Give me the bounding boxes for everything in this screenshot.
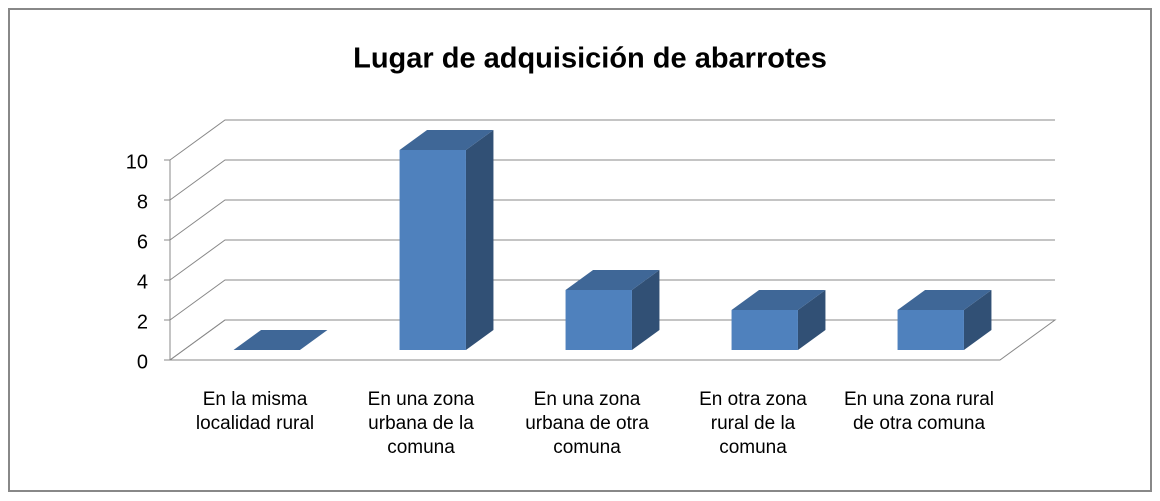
bar-front bbox=[897, 310, 964, 350]
y-tick-label: 6 bbox=[137, 231, 148, 253]
grid-line bbox=[169, 279, 1055, 321]
bar-front bbox=[399, 150, 466, 350]
bar-top bbox=[731, 290, 826, 310]
bar-side bbox=[631, 270, 660, 350]
y-tick-label: 2 bbox=[137, 311, 148, 333]
bar-front bbox=[731, 310, 798, 350]
bar-top bbox=[233, 330, 328, 350]
x-tick-label: En la misma localidad rural bbox=[195, 389, 315, 434]
x-tick-label: En una zona urbana de la comuna bbox=[367, 389, 475, 458]
x-tick-label: En una zona urbana de otra comuna bbox=[525, 389, 649, 458]
bar-top bbox=[897, 290, 992, 310]
x-tick-label: En otra zona rural de la comuna bbox=[699, 389, 807, 458]
grid-line bbox=[169, 119, 1055, 161]
bar bbox=[731, 290, 826, 350]
bar-front bbox=[565, 290, 632, 350]
bar bbox=[233, 330, 328, 350]
bar bbox=[565, 270, 660, 350]
y-tick-label: 4 bbox=[137, 271, 148, 293]
y-tick-label: 8 bbox=[137, 191, 148, 213]
bar-top bbox=[565, 270, 660, 290]
chart-title: Lugar de adquisición de abarrotes bbox=[353, 43, 827, 75]
bar bbox=[897, 290, 992, 350]
y-tick-label: 10 bbox=[126, 151, 148, 173]
grid-line bbox=[169, 159, 1055, 201]
x-tick-label: En una zona rural de otra comuna bbox=[844, 389, 994, 434]
bar-top bbox=[399, 130, 494, 150]
grid-line bbox=[169, 199, 1055, 241]
bar-side bbox=[465, 130, 494, 350]
chart-border bbox=[8, 8, 1152, 492]
bar bbox=[399, 130, 494, 350]
y-tick-label: 0 bbox=[137, 351, 148, 373]
grid-line bbox=[169, 239, 1055, 281]
